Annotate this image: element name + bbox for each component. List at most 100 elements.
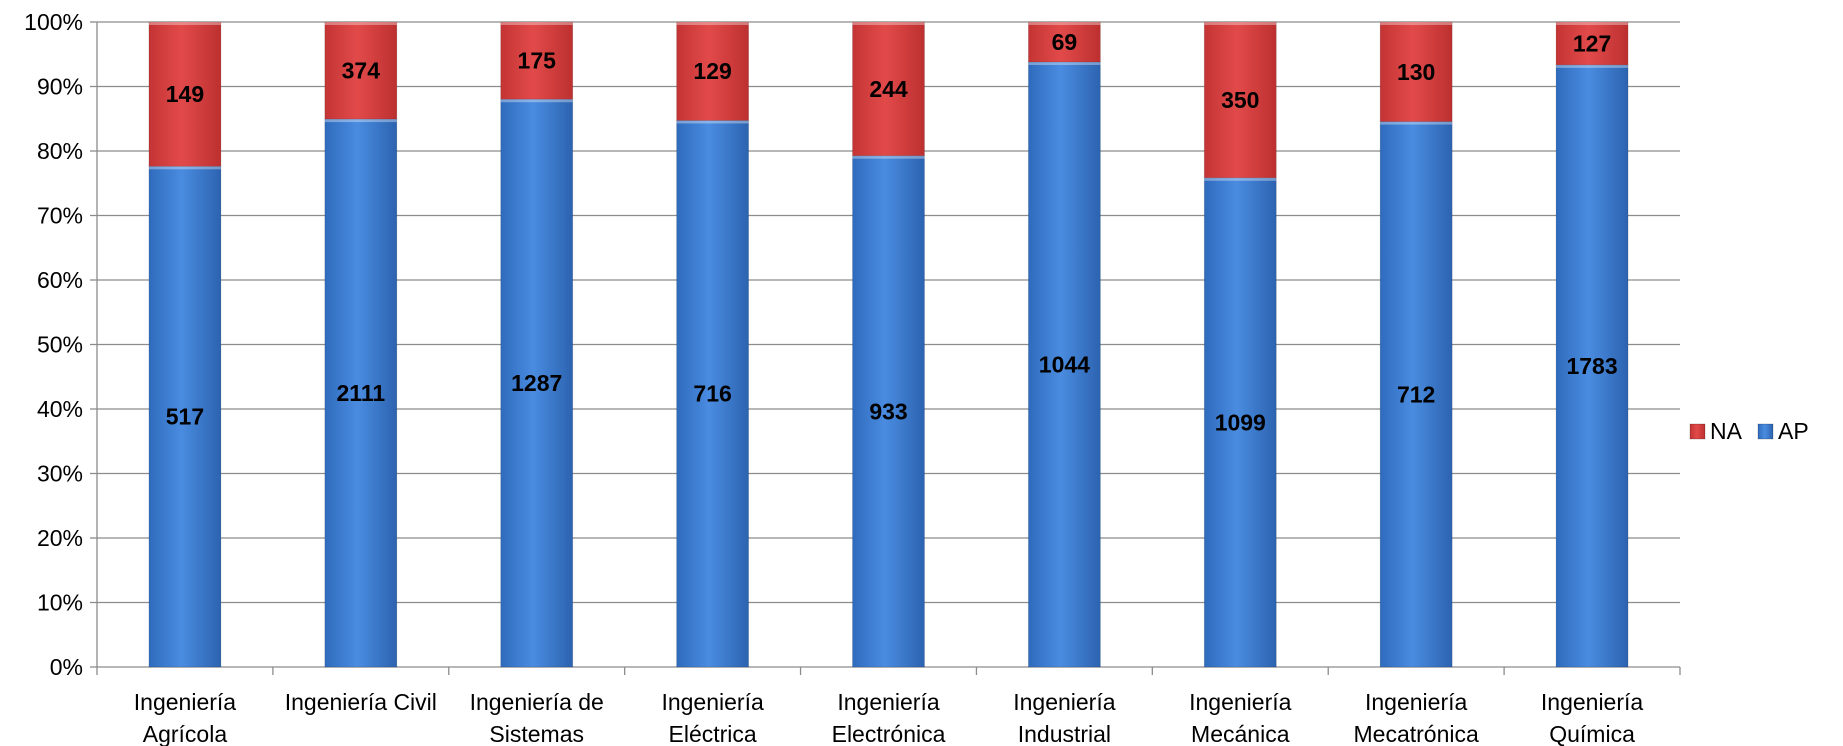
x-category-label-line: Ingeniería [837,689,940,715]
bar-ap-4-highlight [676,120,749,124]
axes: 0% 10% 20% 30% 40% 50% 60% 70% 80% 90% 100% Ingenie… [24,9,1681,746]
x-category-label-line: Sistemas [489,721,584,746]
y-tick-label: 70% [37,203,83,229]
data-label-ap: 517 [166,404,204,430]
bar-ap-7-highlight [1204,177,1277,181]
bar-ap-8-highlight [1380,121,1453,125]
data-label-ap: 2111 [337,380,386,406]
x-category-label-line: Mecánica [1191,721,1290,746]
x-category-label: Ingeniería Electrónica [832,689,946,746]
bar-na-9-highlight [1556,22,1629,25]
bar-na-8 [1379,21,1453,122]
x-category-label-line: Mecatrónica [1354,721,1479,746]
data-label-na: 350 [1221,87,1259,113]
y-tick-label: 50% [37,332,83,358]
data-label-na: 175 [518,48,557,74]
x-category-label: Ingeniería de Sistemas [470,689,604,746]
data-label-ap: 1287 [511,370,562,396]
data-label-ap: 933 [869,398,907,424]
x-category-label-line: Electrónica [832,721,946,746]
bar-ap-5-highlight [852,155,925,159]
bar-na-2-highlight [324,22,397,25]
bar-na-7 [1203,21,1277,179]
bar-na-5-highlight [852,22,925,25]
x-category-label: Ingeniería Eléctrica [661,689,764,746]
bars [148,21,1629,668]
data-label-ap: 716 [693,381,731,407]
bar-ap-7 [1203,177,1277,668]
data-label-na: 69 [1052,29,1078,55]
x-category-label-line: Ingeniería [134,689,237,715]
bar-ap-3-highlight [500,99,573,103]
bar-na-3 [500,21,574,100]
y-tick-label: 0% [50,654,83,680]
bar-ap-9 [1555,64,1629,668]
data-label-ap: 712 [1397,381,1435,407]
legend-swatch-na [1689,423,1706,440]
bar-ap-6-highlight [1028,61,1101,65]
bar-na-4 [676,21,750,121]
y-tick-label: 20% [37,525,83,551]
bar-ap-1-highlight [148,166,221,170]
y-tick-label: 100% [24,9,83,35]
y-tick-label: 30% [37,461,83,487]
x-category-label-line: Química [1549,721,1635,746]
bar-ap-8 [1379,121,1453,668]
bar-na-1 [148,21,222,167]
y-tick-label: 80% [37,138,83,164]
data-label-na: 130 [1397,59,1435,85]
x-category-label: Ingeniería Industrial [1013,689,1116,746]
x-category-label-line: Ingeniería [1541,689,1644,715]
data-label-na: 129 [693,58,731,84]
bar-ap-2 [324,118,398,668]
x-category-label-line: Eléctrica [669,721,757,746]
x-category-label-line: Ingeniería [1013,689,1116,715]
bar-ap-4 [676,120,750,668]
x-category-label-line: Industrial [1018,721,1111,746]
x-category-label: Ingeniería Mecatrónica [1354,689,1479,746]
bar-ap-5 [852,155,925,668]
x-category-label-line: Ingeniería de [470,689,604,715]
bar-ap-2-highlight [324,119,397,123]
data-label-ap: 1044 [1039,351,1090,377]
legend-swatch-ap [1757,423,1774,440]
x-category-label-line: Ingeniería [1365,689,1468,715]
data-label-na: 374 [342,58,381,84]
bar-ap-6 [1027,61,1101,668]
data-label-na: 149 [166,81,204,107]
x-category-label: Ingeniería Civil [285,689,437,715]
data-label-ap: 1099 [1215,409,1266,435]
x-category-label-line: Agrícola [143,721,228,746]
bar-ap-1 [148,165,222,668]
legend-label-na: NA [1710,418,1743,444]
bar-na-7-highlight [1204,22,1277,25]
x-category-label: Ingeniería Mecánica [1189,689,1292,746]
data-labels: 517 149 2111 374 1287 175 716 129 933 244 1044 69 10… [166,29,1618,435]
x-category-label-line: Ingeniería [1189,689,1292,715]
data-label-na: 244 [869,76,908,102]
bar-na-1-highlight [148,22,221,25]
legend-label-ap: AP [1778,418,1809,444]
x-category-label: Ingeniería Agrícola [134,689,237,746]
y-tick-label: 90% [37,74,83,100]
bar-na-3-highlight [500,22,573,25]
bar-na-8-highlight [1380,22,1453,25]
y-tick-label: 40% [37,396,83,422]
data-label-na: 127 [1573,30,1611,56]
bar-ap-3 [500,98,574,668]
x-category-label: Ingeniería Química [1541,689,1644,746]
bar-na-4-highlight [676,22,749,25]
bar-na-2 [324,21,398,120]
x-category-label-line: Ingeniería Civil [285,689,437,715]
bar-na-6-highlight [1028,22,1101,25]
bar-ap-9-highlight [1556,64,1629,68]
bar-na-5 [852,21,925,157]
legend: NA AP [1689,418,1809,444]
x-category-label-line: Ingeniería [661,689,764,715]
bar-na-9 [1555,21,1629,66]
data-label-ap: 1783 [1566,353,1617,379]
y-tick-label: 10% [37,590,83,616]
bar-na-6 [1027,21,1101,63]
y-tick-label: 60% [37,267,83,293]
